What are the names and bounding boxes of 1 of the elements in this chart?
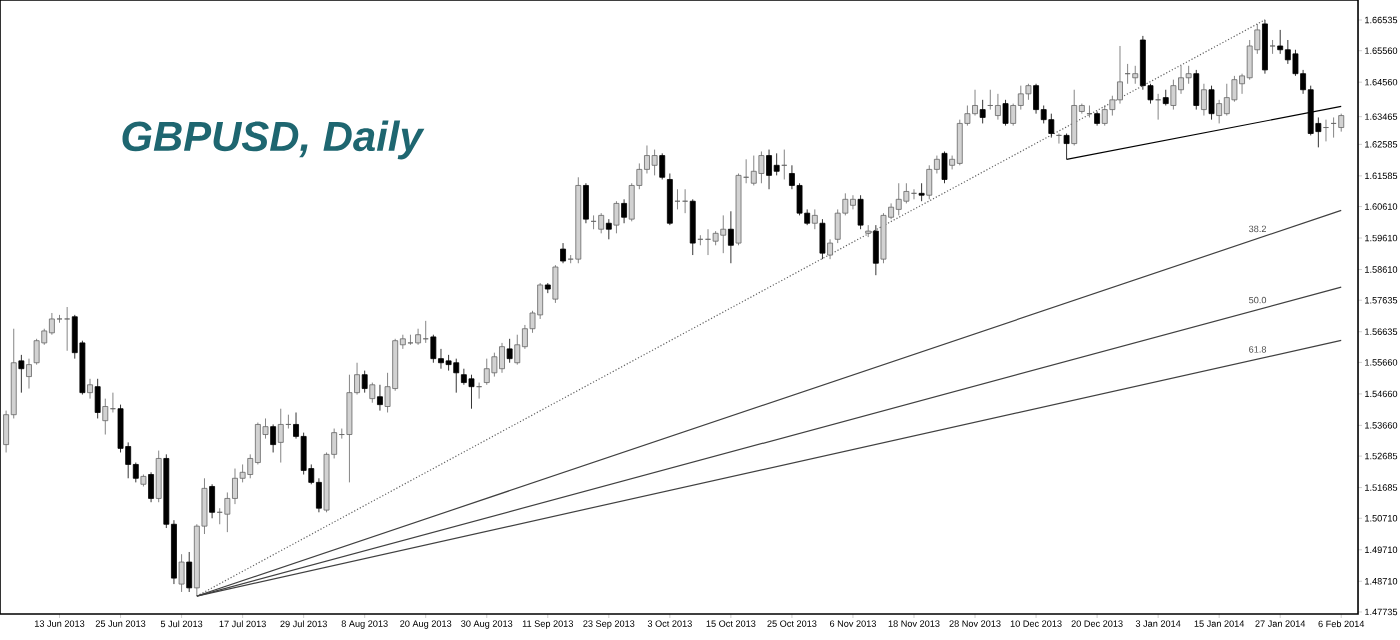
text: GBPUSD, Daily xyxy=(122,120,425,160)
